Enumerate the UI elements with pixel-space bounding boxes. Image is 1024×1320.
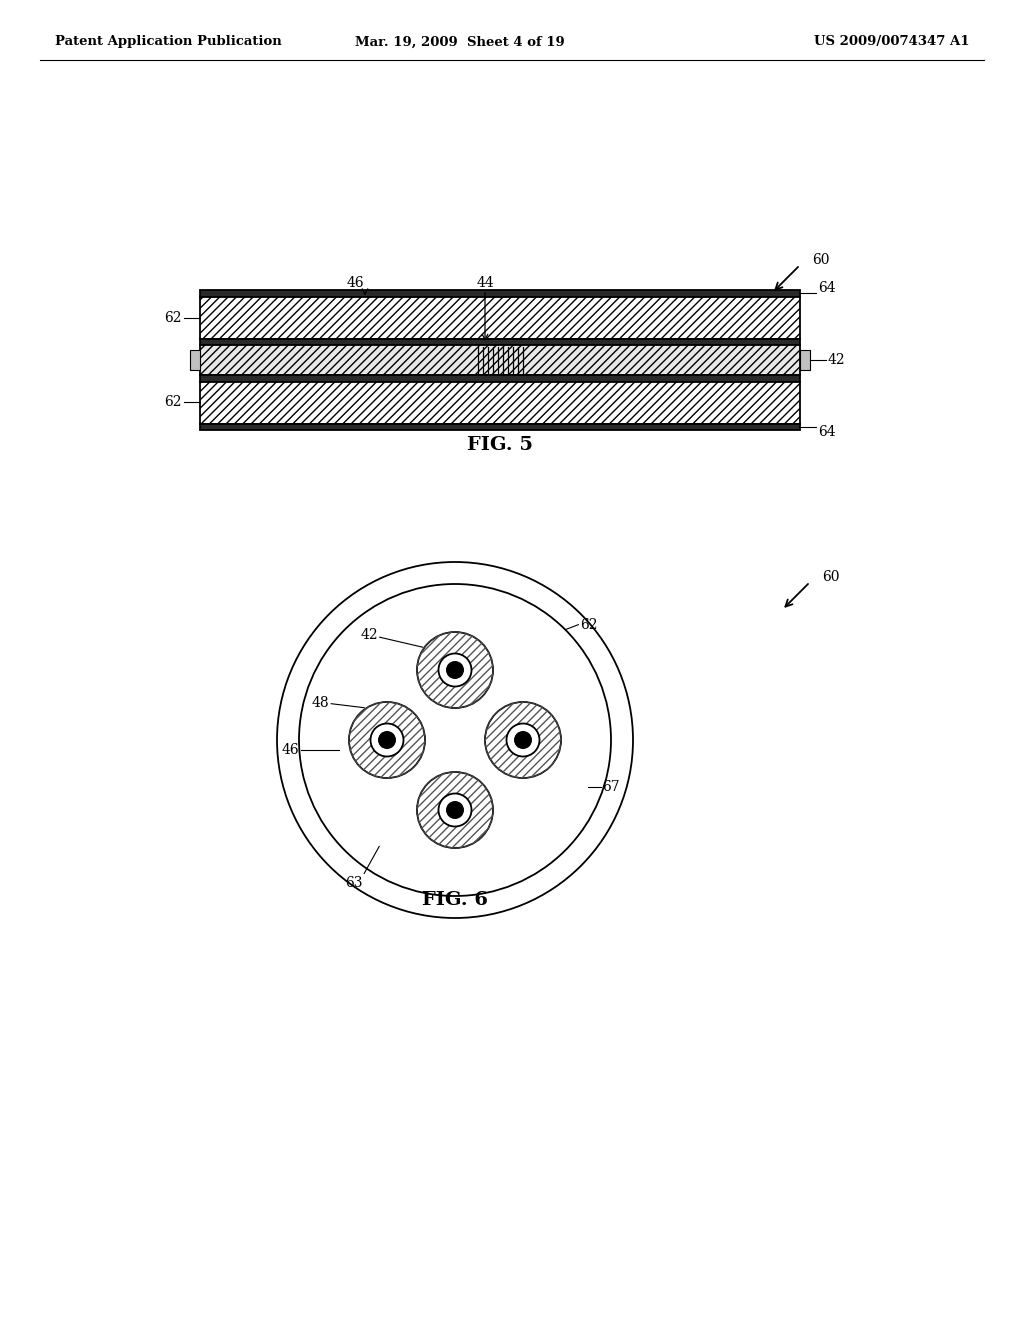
Text: 64: 64 — [818, 281, 836, 296]
Text: 63: 63 — [345, 876, 362, 891]
Bar — [190, 350, 200, 370]
Circle shape — [485, 702, 561, 777]
Circle shape — [417, 632, 493, 708]
Bar — [200, 345, 800, 375]
Text: 67: 67 — [602, 780, 621, 793]
Text: 60: 60 — [822, 570, 840, 583]
Text: 60: 60 — [812, 253, 829, 267]
Text: Patent Application Publication: Patent Application Publication — [55, 36, 282, 49]
Text: 64: 64 — [818, 425, 836, 438]
Text: FIG. 5: FIG. 5 — [467, 436, 534, 454]
Circle shape — [507, 723, 540, 756]
Text: 42: 42 — [828, 352, 846, 367]
Text: 62: 62 — [165, 396, 182, 409]
Circle shape — [514, 731, 532, 748]
Text: FIG. 6: FIG. 6 — [422, 891, 488, 909]
Circle shape — [446, 801, 464, 818]
Text: 46: 46 — [282, 743, 299, 756]
Bar — [200, 424, 800, 430]
Text: 62: 62 — [581, 618, 598, 632]
Text: US 2009/0074347 A1: US 2009/0074347 A1 — [814, 36, 970, 49]
Text: 46: 46 — [346, 276, 364, 290]
Circle shape — [438, 793, 471, 826]
Bar — [200, 338, 800, 345]
Circle shape — [417, 772, 493, 847]
Circle shape — [371, 723, 403, 756]
Text: 62: 62 — [165, 310, 182, 325]
Circle shape — [349, 702, 425, 777]
Bar — [200, 375, 800, 381]
Bar — [800, 350, 810, 370]
Text: 44: 44 — [476, 276, 494, 290]
Circle shape — [299, 583, 611, 896]
Circle shape — [446, 661, 464, 678]
Text: 48: 48 — [311, 696, 329, 710]
Circle shape — [378, 731, 396, 748]
Bar — [200, 290, 800, 297]
Bar — [200, 297, 800, 338]
Circle shape — [278, 562, 633, 917]
Bar — [200, 381, 800, 424]
Circle shape — [438, 653, 471, 686]
Text: 42: 42 — [360, 628, 378, 643]
Text: Mar. 19, 2009  Sheet 4 of 19: Mar. 19, 2009 Sheet 4 of 19 — [355, 36, 565, 49]
